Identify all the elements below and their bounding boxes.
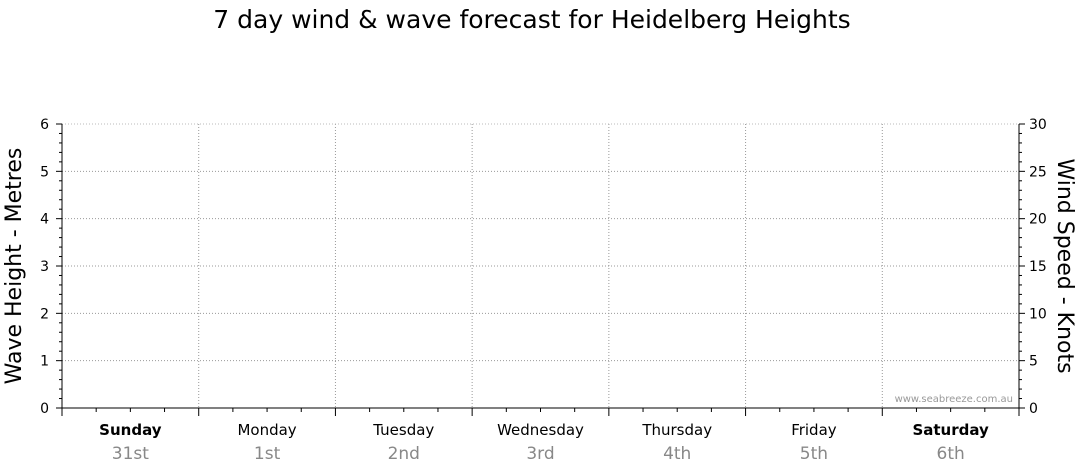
right-tick-label: 5: [1029, 354, 1038, 370]
left-tick-label: 6: [40, 117, 49, 133]
day-name-label: Tuesday: [372, 421, 434, 439]
day-name-label: Friday: [791, 421, 837, 439]
chart-title: 7 day wind & wave forecast for Heidelber…: [213, 5, 850, 34]
day-date-label: 3rd: [526, 444, 554, 464]
right-axis-title: Wind Speed - Knots: [1052, 158, 1077, 373]
grid: [62, 123, 1019, 408]
axes: 0 1 2 3 4 5 6 0 5 10 15 20 25 30: [40, 117, 1047, 417]
day-name-label: Saturday: [912, 421, 989, 439]
right-tick-label: 30: [1029, 117, 1047, 133]
right-tick-label: 25: [1029, 164, 1047, 180]
left-axis-title: Wave Height - Metres: [2, 148, 27, 385]
left-tick-label: 2: [40, 306, 49, 322]
left-tick-label: 4: [40, 212, 49, 228]
day-name-label: Monday: [237, 421, 296, 439]
day-date-label: 2nd: [388, 444, 420, 464]
left-tick-label: 3: [40, 259, 49, 275]
day-date-label: 4th: [663, 444, 691, 464]
day-date-label: 6th: [937, 444, 965, 464]
watermark: www.seabreeze.com.au: [895, 394, 1013, 405]
right-tick-label: 0: [1029, 401, 1038, 417]
day-name-label: Thursday: [641, 421, 712, 439]
day-date-label: 1st: [254, 444, 281, 464]
right-tick-label: 10: [1029, 306, 1047, 322]
day-date-label: 5th: [800, 444, 828, 464]
left-tick-label: 5: [40, 164, 49, 180]
day-date-label: 31st: [112, 444, 149, 464]
left-tick-label: 0: [40, 401, 49, 417]
right-tick-label: 15: [1029, 259, 1047, 275]
day-name-label: Sunday: [99, 421, 162, 439]
left-tick-label: 1: [40, 354, 49, 370]
right-tick-label: 20: [1029, 212, 1047, 228]
day-name-label: Wednesday: [497, 421, 584, 439]
x-axis-labels: Sunday 31st Monday 1st Tuesday 2nd Wednesday 3r…: [99, 421, 989, 464]
